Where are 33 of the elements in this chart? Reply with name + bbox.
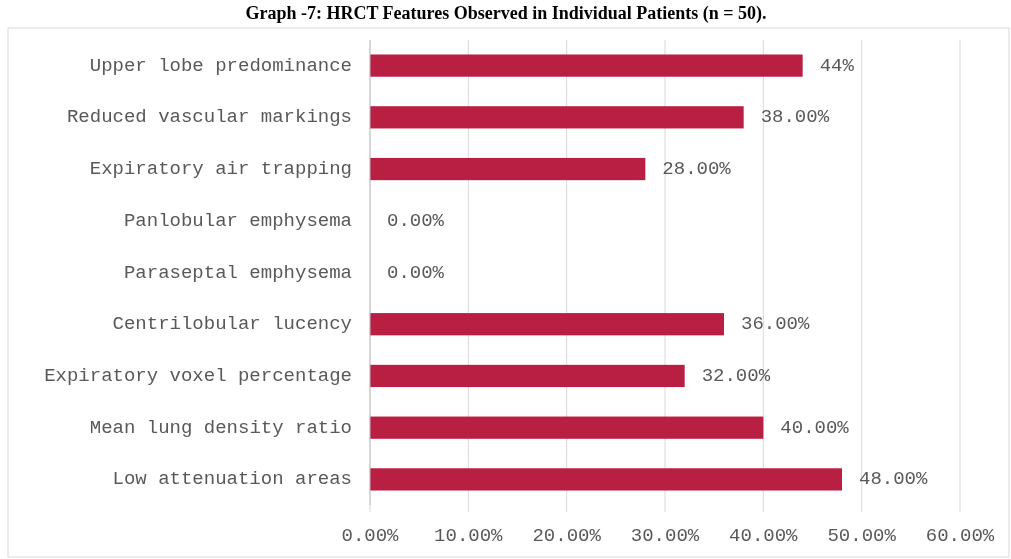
x-tick-label: 60.00% bbox=[925, 525, 995, 547]
x-tick-label: 40.00% bbox=[729, 525, 799, 547]
data-label: 36.00% bbox=[741, 313, 811, 336]
y-tick-label: Upper lobe predominance bbox=[89, 54, 352, 77]
data-label: 32.00% bbox=[701, 364, 771, 387]
y-tick-label: Expiratory air trapping bbox=[89, 158, 352, 181]
y-tick-label: Centrilobular lucency bbox=[112, 313, 352, 336]
y-tick-label: Mean lung density ratio bbox=[89, 416, 352, 439]
x-tick-label: 20.00% bbox=[532, 525, 602, 547]
data-label: 28.00% bbox=[662, 158, 732, 181]
data-label: 48.00% bbox=[859, 468, 929, 491]
bar bbox=[370, 54, 803, 77]
data-label: 38.00% bbox=[760, 106, 830, 129]
y-tick-label: Low attenuation areas bbox=[112, 468, 352, 491]
x-tick-label: 10.00% bbox=[434, 525, 504, 547]
x-tick-label: 50.00% bbox=[827, 525, 897, 547]
data-label: 44% bbox=[819, 54, 855, 77]
bar bbox=[370, 157, 646, 181]
bar bbox=[370, 106, 744, 129]
data-label: 0.00% bbox=[387, 261, 445, 284]
data-label: 40.00% bbox=[780, 416, 850, 439]
data-label: 0.00% bbox=[387, 209, 445, 232]
y-tick-label: Panlobular emphysema bbox=[123, 209, 352, 232]
bar bbox=[370, 313, 724, 336]
y-tick-label: Paraseptal emphysema bbox=[123, 261, 352, 284]
bar bbox=[370, 416, 764, 439]
x-tick-label: 30.00% bbox=[630, 525, 700, 547]
bar bbox=[370, 364, 685, 388]
y-tick-label: Expiratory voxel percentage bbox=[44, 364, 352, 387]
y-tick-label: Reduced vascular markings bbox=[66, 106, 352, 129]
bar bbox=[370, 468, 842, 491]
chart-title: Graph -7: HRCT Features Observed in Individual Patients (n = 50). bbox=[245, 3, 767, 24]
x-tick-label: 0.00% bbox=[341, 525, 400, 547]
